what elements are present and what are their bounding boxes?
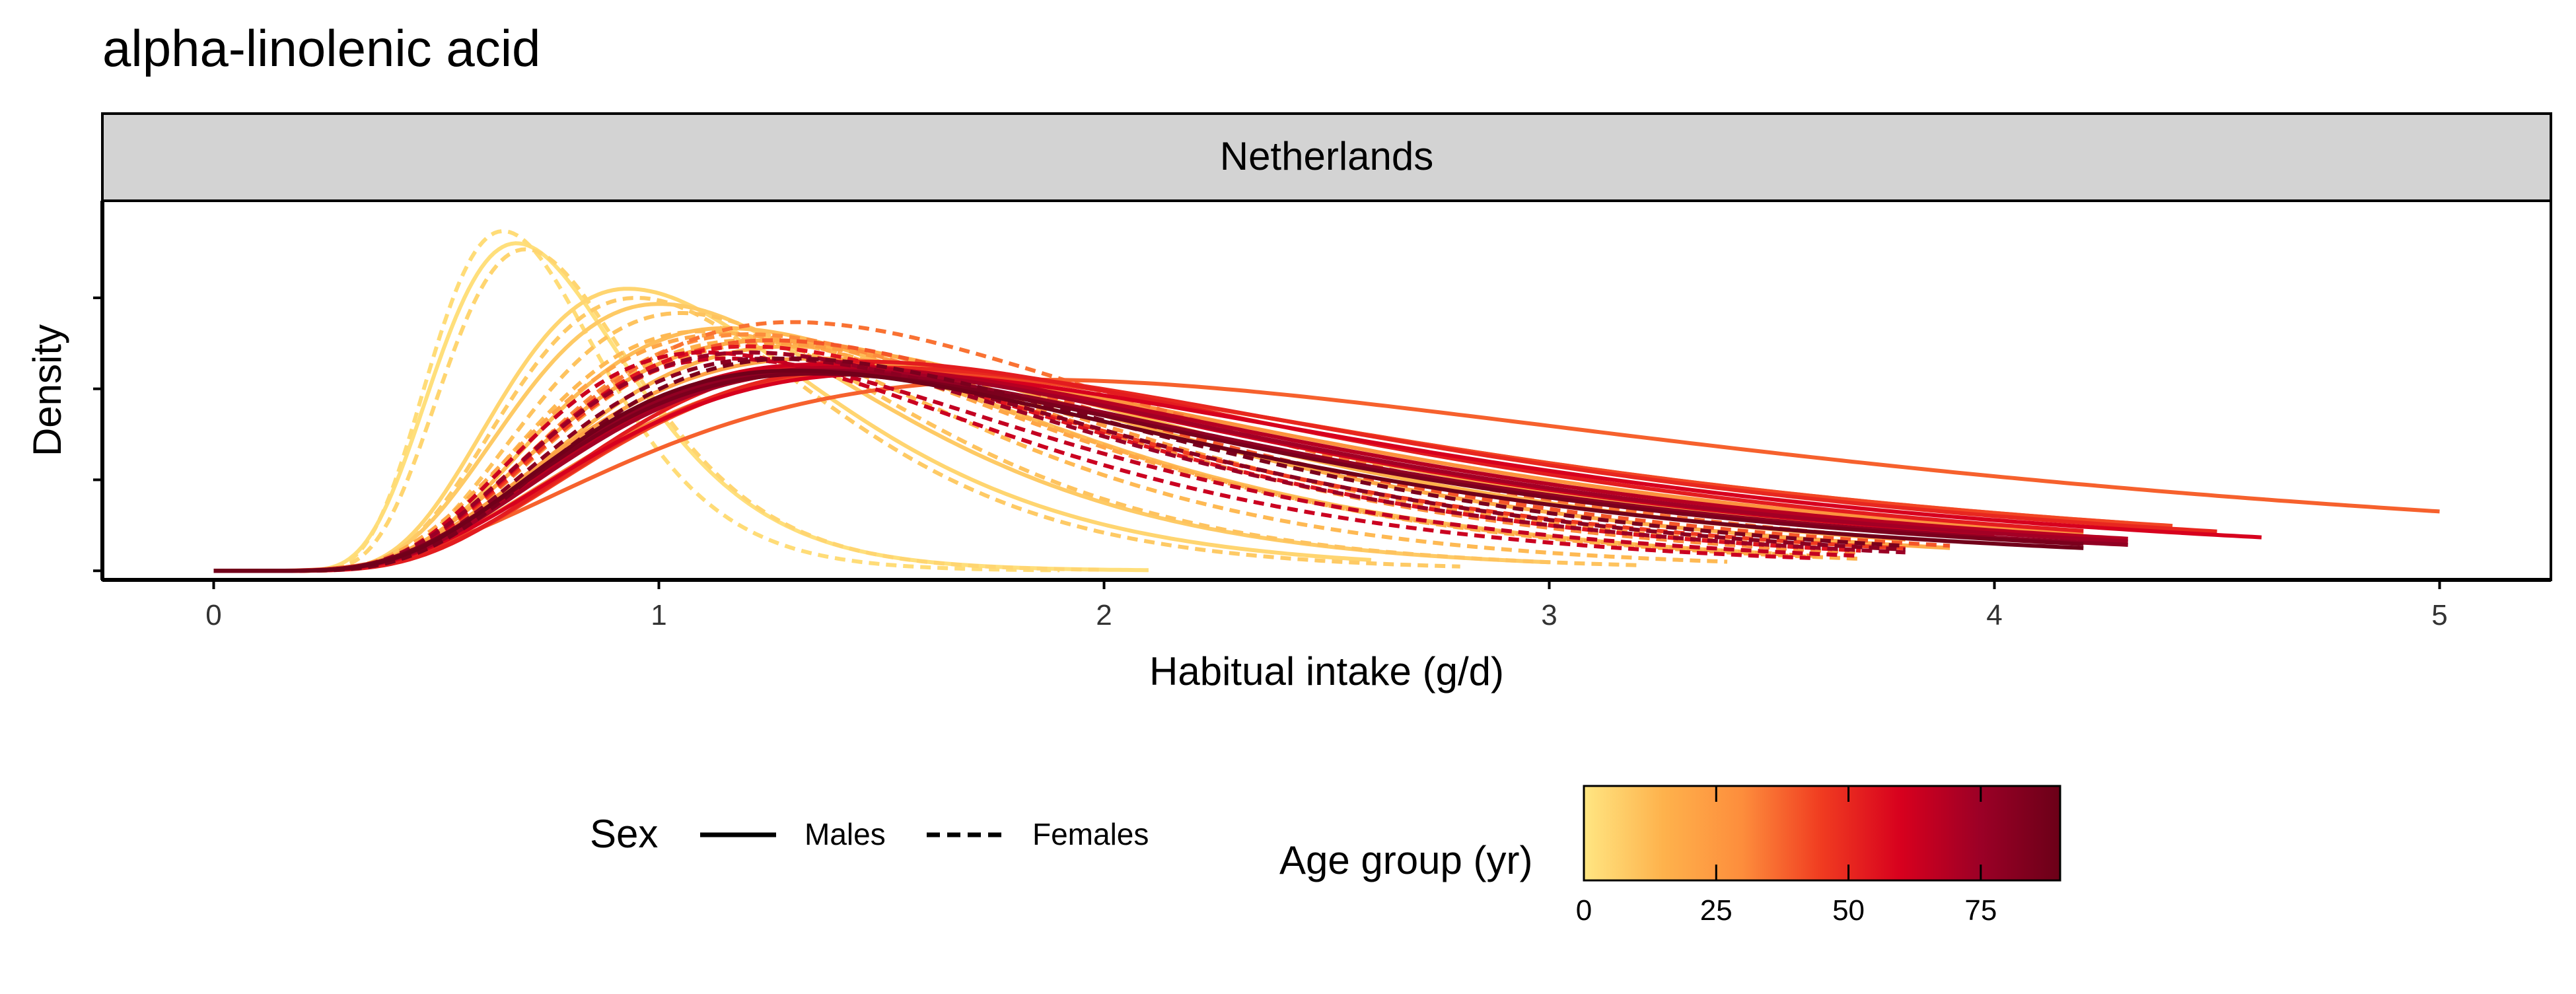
x-tick-label: 4 xyxy=(1986,599,2002,631)
age-tick-label: 75 xyxy=(1964,894,1997,927)
age-colorbar xyxy=(1583,785,2061,882)
y-axis-label: Density xyxy=(25,324,69,456)
density-curve-female xyxy=(213,247,1104,573)
density-curve-male xyxy=(213,369,2084,573)
density-curve-female xyxy=(213,356,1906,573)
x-tick-label: 3 xyxy=(1541,599,1557,631)
density-curve-male xyxy=(213,377,2440,573)
x-tick-label: 1 xyxy=(651,599,666,631)
x-axis-ticks: 0 1 2 3 4 5 xyxy=(205,580,2448,631)
density-curve-female xyxy=(213,329,1728,573)
density-curve-female xyxy=(213,356,1906,573)
density-curves xyxy=(213,229,2440,573)
age-colorbar-ticks: 0 25 50 75 xyxy=(1576,786,1997,927)
x-axis-label: Habitual intake (g/d) xyxy=(1149,649,1504,693)
facet-label: Netherlands xyxy=(1220,134,1434,178)
chart-title: alpha-linolenic acid xyxy=(102,19,540,77)
x-tick-label: 5 xyxy=(2431,599,2447,631)
x-tick-label: 2 xyxy=(1096,599,1112,631)
age-tick-label: 0 xyxy=(1576,894,1592,927)
facet-strip xyxy=(101,112,2552,202)
density-curve-male xyxy=(213,369,2128,573)
age-tick-label: 25 xyxy=(1700,894,1733,927)
density-curve-male xyxy=(213,359,2084,573)
age-legend: Age group (yr) 0 25 50 75 xyxy=(1279,785,2061,927)
x-tick-label: 0 xyxy=(205,599,221,631)
y-axis-ticks xyxy=(93,296,102,573)
age-legend-title: Age group (yr) xyxy=(1279,838,1533,882)
age-tick-label: 50 xyxy=(1832,894,1865,927)
sex-legend: Sex Males Females xyxy=(590,812,1149,856)
density-curve-female xyxy=(213,350,1817,573)
density-curve-female xyxy=(213,296,1460,573)
legend-label-males: Males xyxy=(805,817,886,851)
density-curve-female xyxy=(213,350,1906,573)
density-curve-female xyxy=(213,332,1817,573)
density-curve-male xyxy=(213,371,2262,573)
legend-label-females: Females xyxy=(1032,817,1149,851)
sex-legend-title: Sex xyxy=(590,812,658,856)
